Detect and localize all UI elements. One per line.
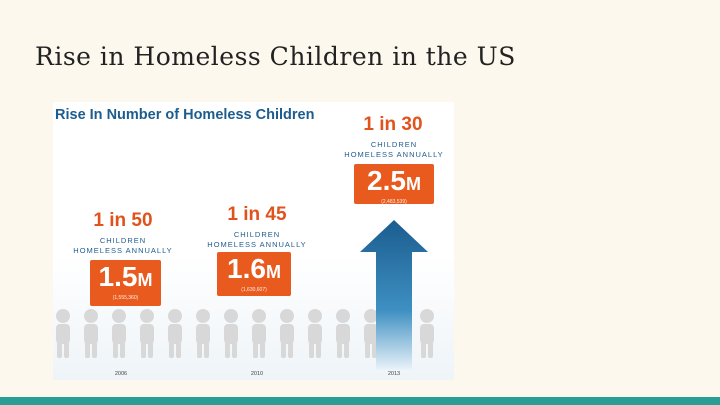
caption-line2-2013: HOMELESS ANNUALLY [344,150,444,159]
caption-line1-2013: CHILDREN [370,140,418,149]
slide-title: Rise in Homeless Children in the US [35,42,516,71]
value-box-2013: 2.5M (2,483,539) [354,164,434,205]
year-2006: 2006 [114,371,128,377]
caption-2006: CHILDREN HOMELESS ANNUALLY [63,236,183,256]
caption-line2-2010: HOMELESS ANNUALLY [207,240,307,249]
year-2013: 2013 [387,371,401,377]
unit-2006: M [137,270,153,290]
ratio-2006: 1 in 50 [93,210,153,231]
caption-line1-2006: CHILDREN [99,236,147,245]
value-box-2006: 1.5M (1,555,360) [90,260,161,306]
exact-2006: (1,555,360) [112,295,139,301]
unit-2010: M [265,262,281,282]
value-box-2010: 1.6M (1,630,607) [217,252,291,296]
children-silhouettes-icon [56,309,434,358]
value-2010: 1.6 [227,253,266,284]
ratio-2013: 1 in 30 [363,114,423,135]
ratio-2010: 1 in 45 [227,204,287,225]
caption-2013: CHILDREN HOMELESS ANNUALLY [334,140,454,160]
value-2006: 1.5 [98,261,138,292]
caption-line2-2006: HOMELESS ANNUALLY [73,246,173,255]
year-2010: 2010 [250,371,264,377]
bottom-accent-bar [0,397,720,405]
value-2013: 2.5 [367,165,406,196]
unit-2013: M [405,174,421,194]
exact-2010: (1,630,607) [241,287,267,293]
exact-2013: (2,483,539) [381,199,407,205]
up-arrow-icon [360,220,428,370]
infographic-image: Rise In Number of Homeless Children [53,102,454,380]
caption-line1-2010: CHILDREN [233,230,281,239]
infographic-title: Rise In Number of Homeless Children [55,107,315,123]
caption-2010: CHILDREN HOMELESS ANNUALLY [197,230,317,250]
